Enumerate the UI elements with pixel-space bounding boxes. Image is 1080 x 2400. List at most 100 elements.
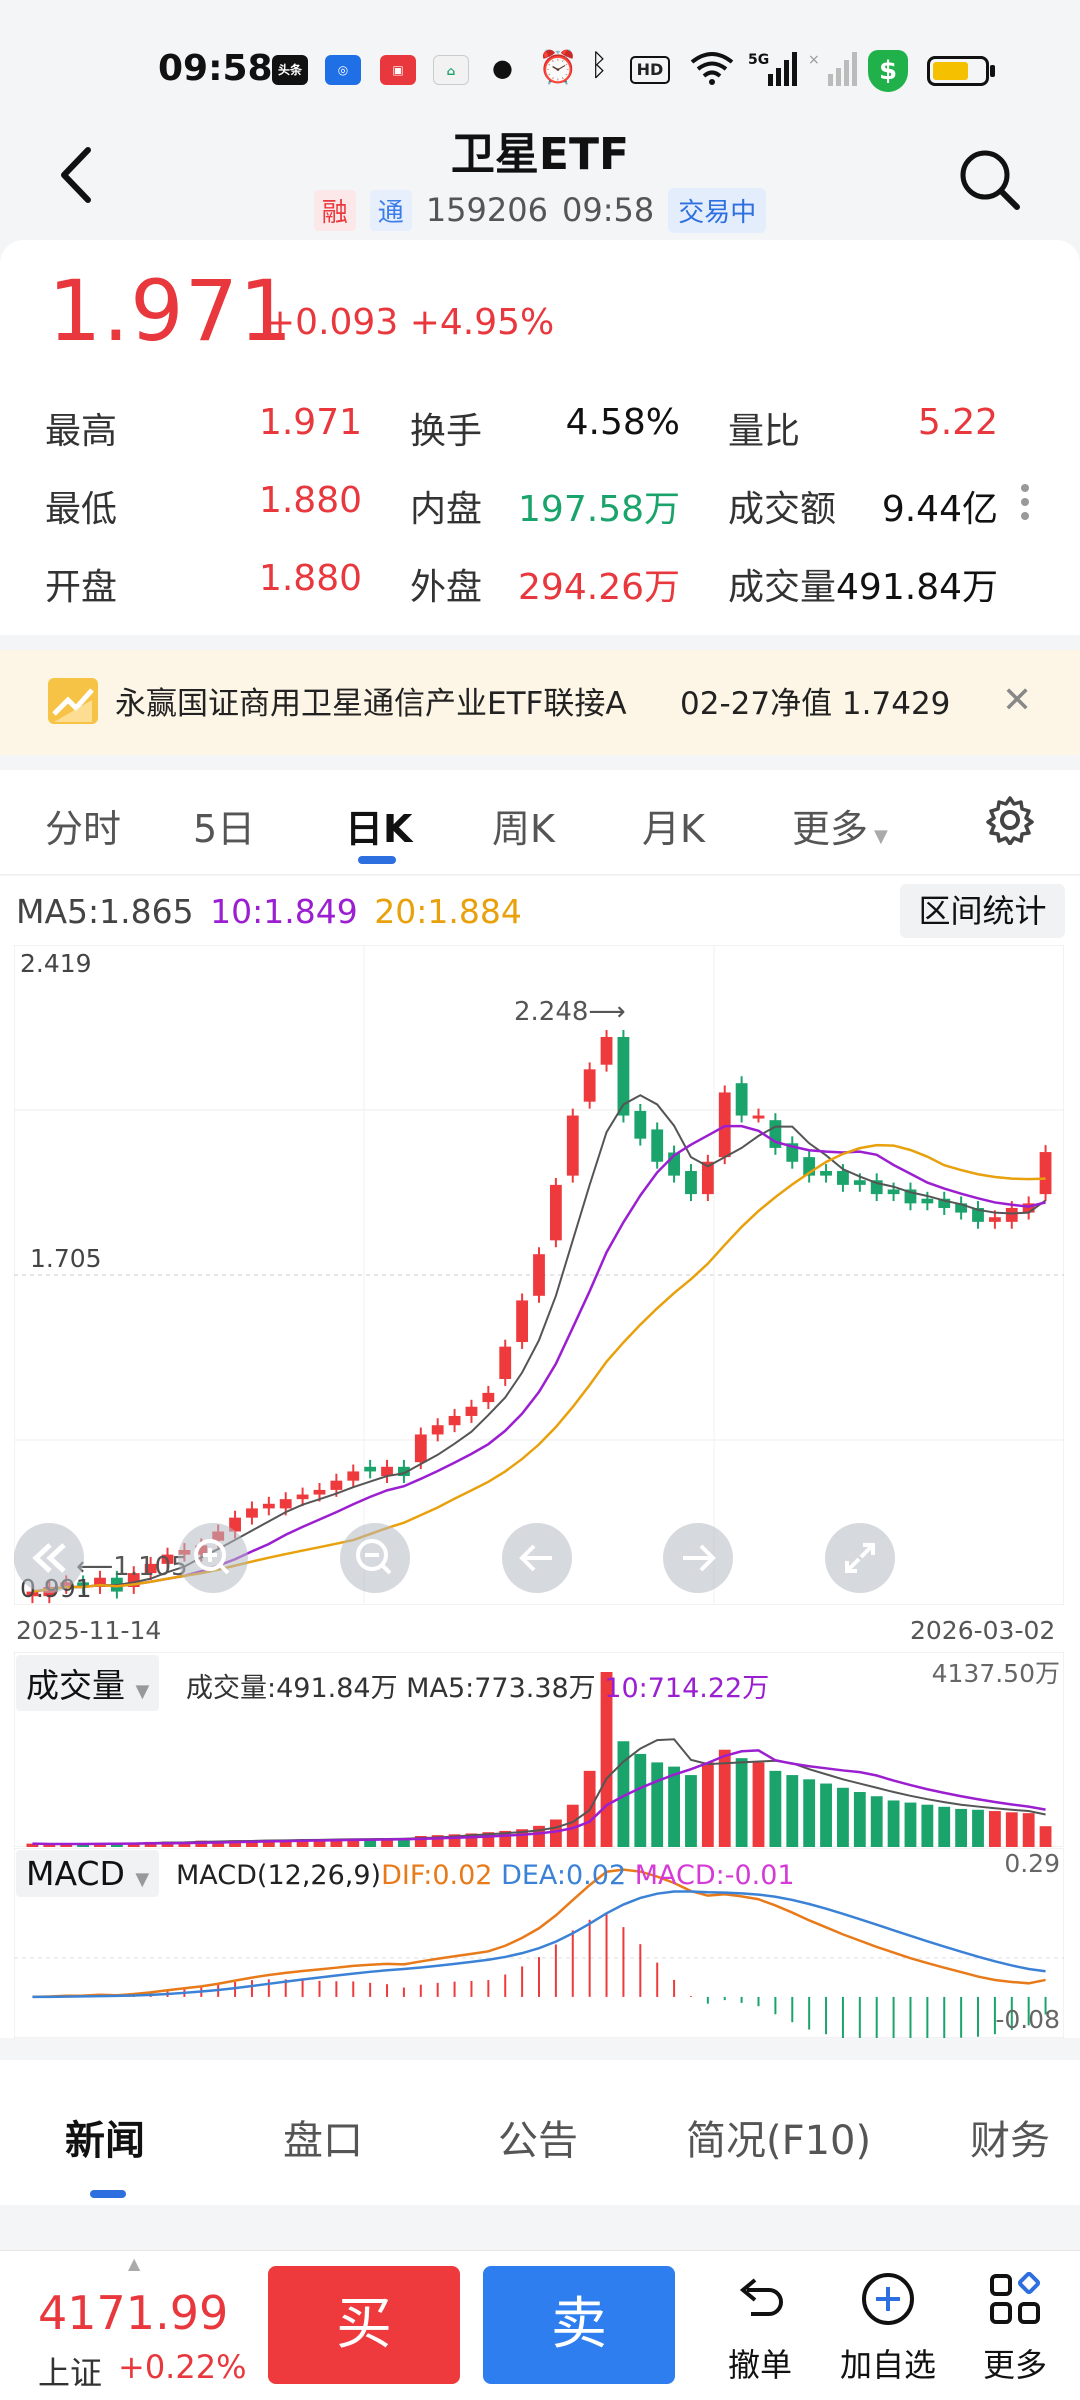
volume-bar [448,1834,461,1847]
zoom-in-button[interactable] [178,1523,248,1593]
volume-bar [465,1833,478,1847]
candlestick-chart[interactable]: 2.419 1.705 0.991 2.248⟶ ⟵1.105 [14,945,1064,1605]
tab-order-book[interactable]: 盘口 [283,2118,363,2164]
security-subtitle: 融 通 159206 09:58 交易中 [0,187,1080,233]
volume-bar [853,1792,866,1847]
tab-intraday[interactable]: 分时 [45,807,122,851]
tab-more[interactable]: 更多 ▼ [792,807,888,851]
volume-bar [398,1838,410,1847]
pan-right-button[interactable] [663,1523,733,1593]
cancel-order-button[interactable]: 撤单 [705,2268,815,2386]
candle-body [718,1092,731,1158]
candle-body [921,1198,934,1204]
more-button[interactable]: 更多 [960,2268,1070,2386]
tab-weekly-k[interactable]: 周K [492,807,555,851]
chart-settings-button[interactable] [985,795,1035,846]
volume-bar [870,1796,883,1847]
volume-indicator-select[interactable]: 成交量 ▼ [16,1655,160,1711]
wifi-icon [690,50,734,90]
svg-text:×: × [808,52,820,68]
sell-button[interactable]: 卖 [483,2266,675,2384]
margin-tag: 融 [313,189,356,231]
candle-body [820,1171,832,1176]
fullscreen-button[interactable] [825,1523,895,1593]
tab-daily-k[interactable]: 日K [345,807,413,851]
volume-bar [904,1802,917,1847]
volume-bar [127,1842,140,1847]
volume-bar [516,1829,529,1847]
back-button[interactable] [50,140,110,210]
index-name: 上证 [38,2354,103,2392]
candle-body [583,1069,596,1102]
more-stats-icon[interactable] [1015,478,1035,538]
range-stats-button[interactable]: 区间统计 [900,884,1065,938]
stat-value: 1.880 [258,480,362,521]
price-change: +0.093 +4.95% [265,302,555,343]
active-tab-indicator [358,856,396,864]
volume-bar [1022,1813,1035,1847]
candle-body [887,1189,900,1195]
battery-tip [990,65,995,77]
hd-icon: HD [630,56,670,84]
search-icon [960,150,1020,210]
y-axis-top: 2.419 [20,949,92,978]
trend-chart-icon [48,678,98,728]
candle-body [499,1346,512,1379]
volume-bar [246,1840,258,1847]
volume-bar [26,1843,39,1847]
stat-label: 开盘 [45,567,118,608]
volume-bar [566,1804,579,1847]
stat-value: 9.44亿 [881,489,998,530]
stat-label: 量比 [728,411,801,452]
candle-body [161,1554,174,1564]
volume-bar [364,1839,377,1847]
zoom-in-icon [194,1539,230,1575]
candle-body [313,1489,326,1495]
jump-start-button[interactable] [14,1523,84,1593]
candle-body [904,1189,917,1204]
signal-5g-icon: 5G [748,50,798,92]
expand-up-icon[interactable]: ▲ [128,2254,141,2273]
candle-body [786,1143,799,1162]
tab-profile-f10[interactable]: 简况(F10) [686,2118,872,2164]
info-tabs [0,2060,1080,2205]
dropdown-icon: ▼ [135,1869,150,1890]
candle-body [685,1171,697,1195]
volume-bar [212,1841,225,1847]
expand-icon [845,1543,875,1573]
stat-value: 4.58% [565,402,680,443]
candle-body [837,1171,849,1185]
fund-link-banner[interactable] [0,650,1080,755]
tab-announcements[interactable]: 公告 [498,2118,578,2164]
candle-body [870,1180,883,1195]
macd-chart[interactable]: 0.29 -0.08 [14,1848,1064,2038]
candle-body [127,1573,140,1587]
volume-bar [634,1753,647,1847]
macd-indicator-select[interactable]: MACD ▼ [16,1850,160,1897]
stat-label: 换手 [410,411,483,452]
tab-monthly-k[interactable]: 月K [642,807,705,851]
tab-news[interactable]: 新闻 [65,2118,145,2164]
macd-top-label: 0.29 [1004,1849,1060,1878]
zoom-out-icon [356,1539,392,1575]
stat-value: 197.58万 [518,489,680,530]
zoom-out-button[interactable] [340,1523,410,1593]
stat-value: 1.880 [258,558,362,599]
add-watchlist-button[interactable]: 加自选 [833,2268,943,2386]
volume-chart[interactable]: 4137.50万 [14,1652,1064,1847]
pan-left-button[interactable] [502,1523,572,1593]
add-watchlist-label: 加自选 [839,2346,936,2384]
buy-button[interactable]: 买 [268,2266,460,2384]
last-price: 1.971 [48,262,294,360]
volume-bar [482,1832,495,1847]
plus-circle-icon [862,2273,914,2325]
tab-financials[interactable]: 财务 [970,2118,1050,2164]
grid-icon [990,2271,1041,2324]
index-value[interactable]: 4171.99 [38,2286,229,2340]
volume-legend: 成交量:491.84万 MA5:773.38万 10:714.22万 [186,1673,770,1704]
close-banner-icon[interactable]: ✕ [1002,680,1033,721]
macd-bottom-label: -0.08 [995,2005,1060,2034]
search-button[interactable] [955,145,1025,215]
tab-5day[interactable]: 5日 [193,807,256,851]
candle-body [651,1129,664,1162]
